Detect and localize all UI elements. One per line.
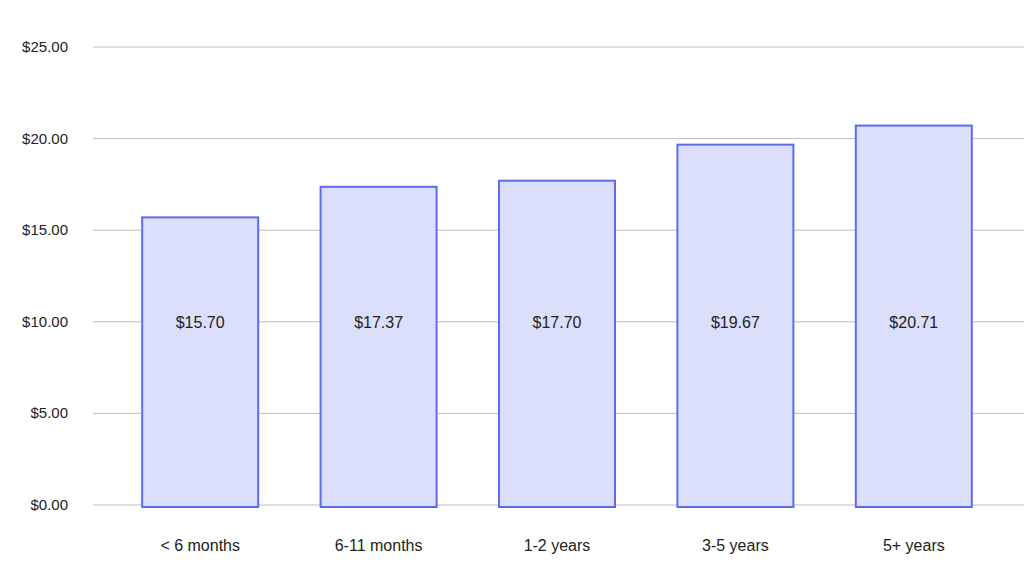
y-tick-label: $10.00: [22, 313, 68, 330]
data-label: $17.70: [533, 314, 582, 331]
y-tick-label: $0.00: [30, 496, 68, 513]
y-tick-label: $15.00: [22, 221, 68, 238]
data-label: $15.70: [176, 314, 225, 331]
bar: [321, 187, 437, 507]
bar: [499, 181, 615, 507]
y-tick-label: $20.00: [22, 130, 68, 147]
bar: [856, 126, 972, 507]
y-tick-label: $5.00: [30, 404, 68, 421]
bar: [677, 145, 793, 507]
y-tick-label: $25.00: [22, 38, 68, 55]
x-tick-label: 3-5 years: [702, 537, 769, 554]
x-tick-label: < 6 months: [160, 537, 240, 554]
x-tick-label: 1-2 years: [524, 537, 591, 554]
bar: [142, 217, 258, 507]
data-label: $20.71: [889, 314, 938, 331]
x-tick-label: 6-11 months: [335, 537, 423, 554]
data-label: $17.37: [354, 314, 403, 331]
chart: $0.00 $5.00 $10.00 $15.00 $20.00 $25.00 $15.70…: [0, 0, 1024, 562]
grid-line: [93, 47, 1024, 48]
x-tick-label: 5+ years: [883, 537, 945, 554]
data-label: $19.67: [711, 314, 760, 331]
